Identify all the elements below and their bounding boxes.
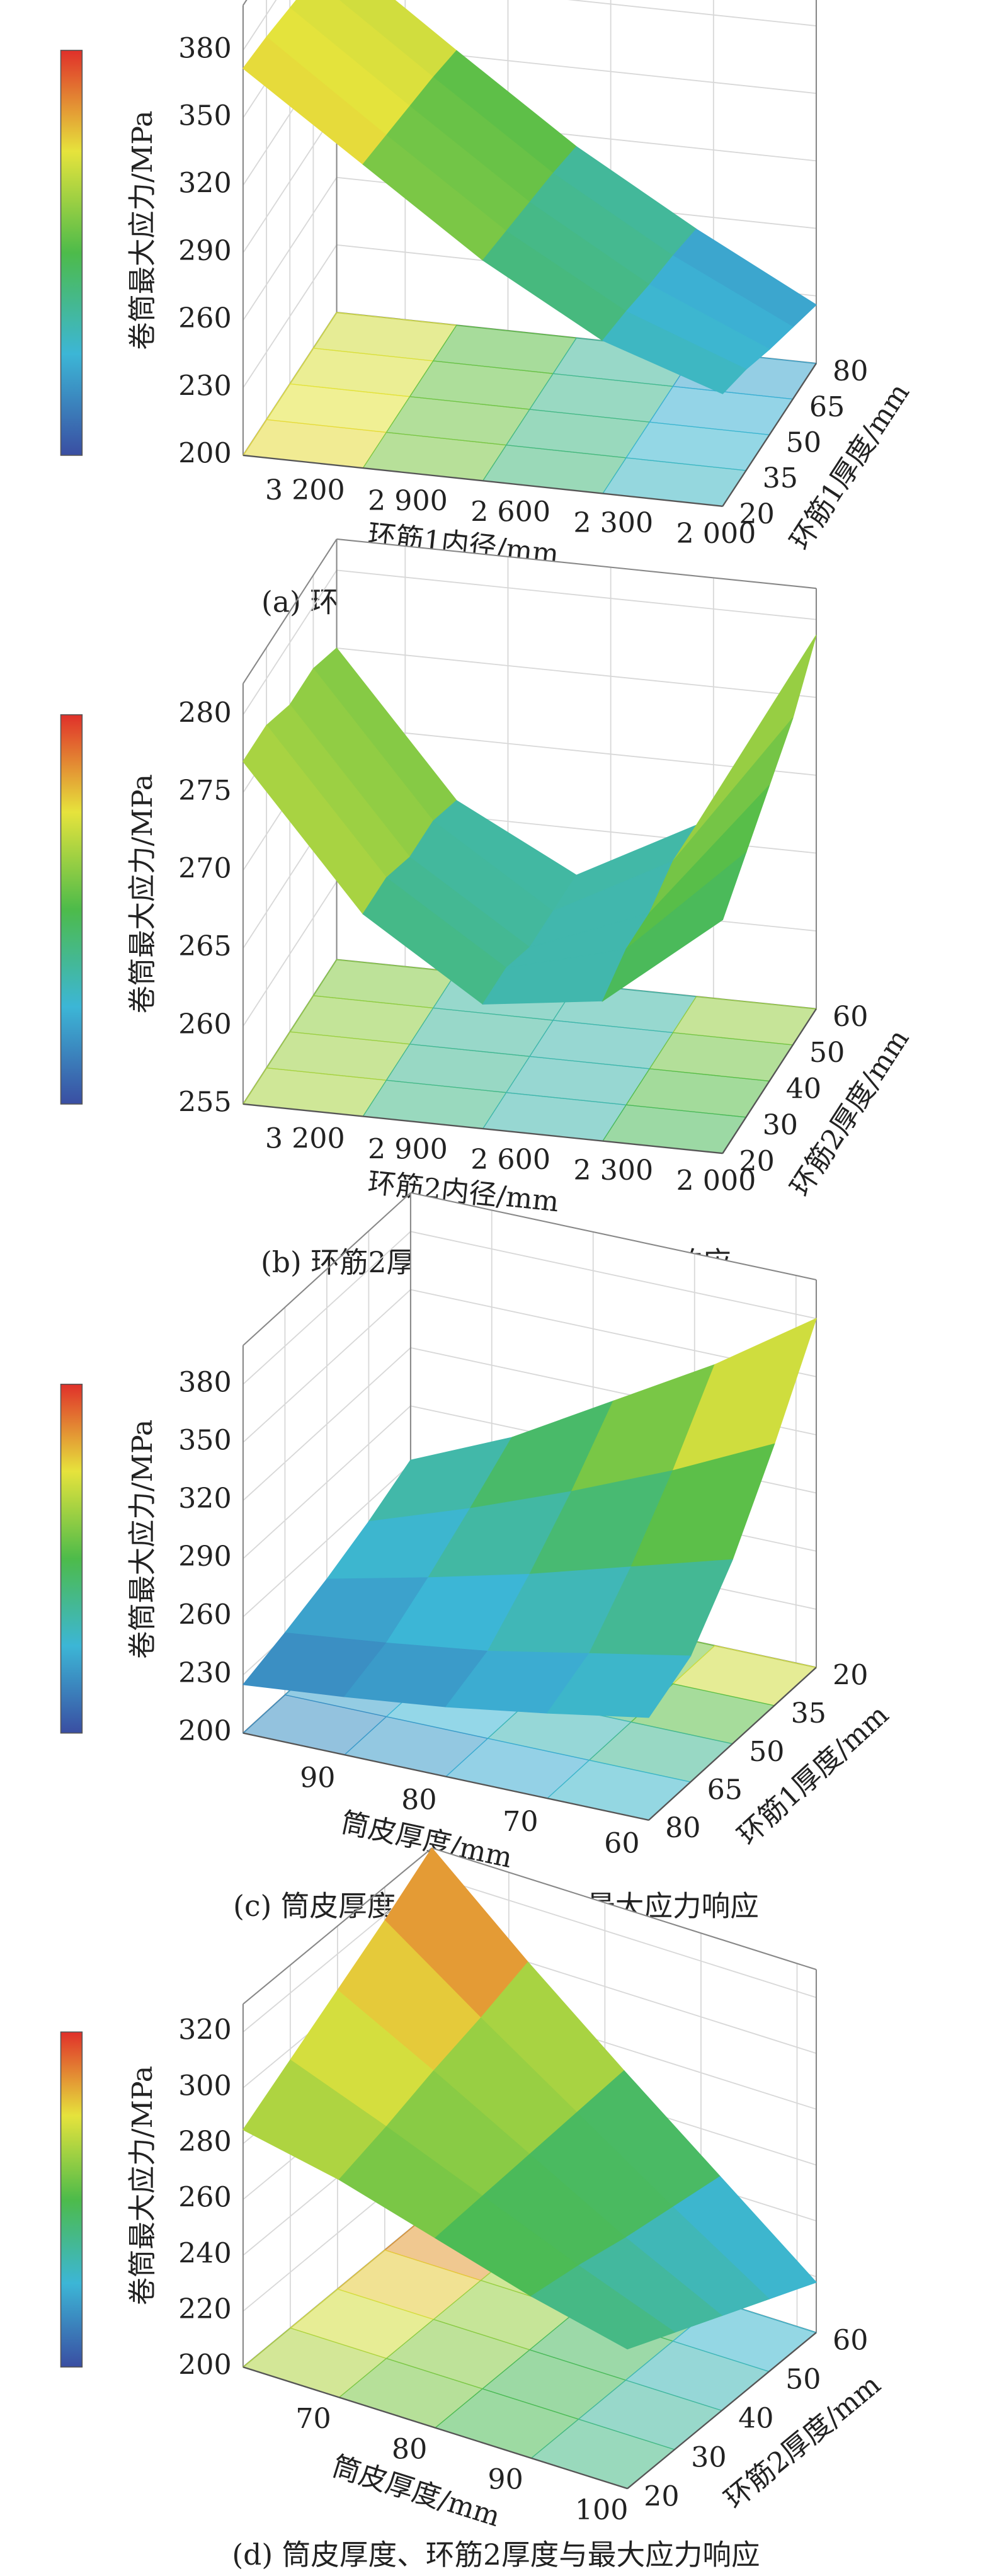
y-tick-label: 30 xyxy=(763,1109,798,1141)
z-tick-label: 275 xyxy=(178,775,232,807)
box-edge xyxy=(336,538,817,590)
caption: (d) 筒皮厚度、环筋2厚度与最大应力响应 xyxy=(232,2538,760,2572)
axis-line xyxy=(648,1667,817,1821)
z-tick-label: 280 xyxy=(178,2126,232,2158)
x-tick-label: 2 900 xyxy=(368,1133,448,1165)
y-axis-label: 环筋1厚度/mm xyxy=(784,378,916,556)
x-tick-label: 2 900 xyxy=(368,485,448,517)
axis-line xyxy=(722,363,817,507)
y-tick-label: 40 xyxy=(738,2402,773,2434)
box-edge xyxy=(431,1847,817,1971)
x-tick-label: 2 000 xyxy=(676,518,756,550)
y-tick-label: 50 xyxy=(809,1037,845,1069)
z-tick-label: 280 xyxy=(178,697,232,729)
z-tick-label: 320 xyxy=(178,168,232,200)
y-tick-label: 20 xyxy=(739,498,774,530)
z-axis-label: 卷筒最大应力/MPa xyxy=(127,2066,159,2305)
z-tick-label: 270 xyxy=(178,853,232,885)
x-tick-label: 90 xyxy=(300,1762,335,1794)
box-edge xyxy=(242,1847,433,2005)
x-tick-label: 2 300 xyxy=(573,507,653,539)
x-tick-label: 2 300 xyxy=(573,1154,653,1187)
z-tick-label: 350 xyxy=(178,1425,232,1457)
z-tick-label: 260 xyxy=(178,1599,232,1631)
axis-line xyxy=(242,454,723,507)
z-tick-label: 200 xyxy=(178,1715,232,1747)
z-tick-label: 200 xyxy=(178,437,232,469)
surface-cell xyxy=(601,851,747,1002)
z-tick-label: 380 xyxy=(178,32,232,64)
x-tick-label: 2 000 xyxy=(676,1165,756,1197)
grid-line xyxy=(242,0,277,51)
x-tick-label: 80 xyxy=(392,2433,427,2465)
z-tick-label: 380 xyxy=(178,1366,232,1398)
x-tick-label: 70 xyxy=(295,2403,331,2435)
y-tick-label: 30 xyxy=(691,2441,726,2473)
y-tick-label: 35 xyxy=(791,1697,826,1730)
y-tick-label: 60 xyxy=(833,1001,868,1033)
z-tick-label: 260 xyxy=(178,1008,232,1040)
surface-cell xyxy=(601,311,747,394)
axis-line xyxy=(627,2332,817,2490)
x-tick-label: 90 xyxy=(487,2464,523,2496)
x-tick-label: 3 200 xyxy=(265,474,345,506)
z-tick-label: 320 xyxy=(178,1483,232,1515)
z-tick-label: 290 xyxy=(178,1541,232,1573)
z-axis-label: 卷筒最大应力/MPa xyxy=(127,774,159,1013)
colorbar xyxy=(60,714,83,1105)
axis-line xyxy=(242,1103,723,1154)
box-edge xyxy=(242,539,338,684)
colorbar xyxy=(60,50,83,456)
x-tick-label: 60 xyxy=(604,1827,639,1859)
x-tick-label: 80 xyxy=(401,1784,436,1816)
y-tick-label: 35 xyxy=(763,462,798,494)
z-tick-label: 230 xyxy=(178,370,232,402)
x-tick-label: 70 xyxy=(503,1806,538,1838)
axis-line xyxy=(242,2366,628,2490)
z-axis-label: 卷筒最大应力/MPa xyxy=(127,110,159,350)
y-tick-label: 20 xyxy=(644,2480,679,2512)
x-tick-label: 2 600 xyxy=(470,496,550,528)
z-axis-label: 卷筒最大应力/MPa xyxy=(127,1420,159,1659)
z-tick-label: 200 xyxy=(178,2349,232,2381)
x-tick-label: 100 xyxy=(575,2494,629,2526)
y-tick-label: 60 xyxy=(833,2325,868,2357)
x-tick-label: 3 200 xyxy=(265,1123,345,1155)
box-edge xyxy=(410,1192,817,1280)
surface-cell xyxy=(530,2265,676,2350)
z-tick-label: 260 xyxy=(178,2182,232,2214)
colorbar xyxy=(60,1384,83,1734)
y-tick-label: 65 xyxy=(707,1774,743,1806)
z-tick-label: 290 xyxy=(178,235,232,267)
y-tick-label: 50 xyxy=(786,426,821,459)
surface-cell xyxy=(546,1653,692,1718)
z-tick-label: 320 xyxy=(178,2014,232,2046)
y-tick-label: 40 xyxy=(786,1073,821,1105)
axis-line xyxy=(722,1008,817,1154)
z-tick-label: 230 xyxy=(178,1657,232,1689)
y-axis-label: 环筋2厚度/mm xyxy=(784,1023,915,1202)
x-tick-label: 2 600 xyxy=(470,1144,550,1176)
box-edge xyxy=(242,1192,411,1347)
z-tick-label: 265 xyxy=(178,930,232,962)
z-tick-label: 240 xyxy=(178,2237,232,2269)
y-tick-label: 65 xyxy=(809,391,845,423)
y-tick-label: 20 xyxy=(833,1660,868,1692)
z-tick-label: 260 xyxy=(178,302,232,334)
y-tick-label: 50 xyxy=(749,1736,784,1768)
axis-line xyxy=(242,1732,649,1821)
z-tick-label: 350 xyxy=(178,100,232,132)
y-tick-label: 80 xyxy=(665,1812,700,1844)
z-tick-label: 255 xyxy=(178,1086,232,1118)
y-tick-label: 80 xyxy=(833,355,868,387)
z-tick-label: 220 xyxy=(178,2293,232,2325)
z-tick-label: 300 xyxy=(178,2070,232,2102)
colorbar xyxy=(60,2031,83,2368)
y-tick-label: 20 xyxy=(739,1145,774,1177)
y-tick-label: 50 xyxy=(785,2364,821,2396)
